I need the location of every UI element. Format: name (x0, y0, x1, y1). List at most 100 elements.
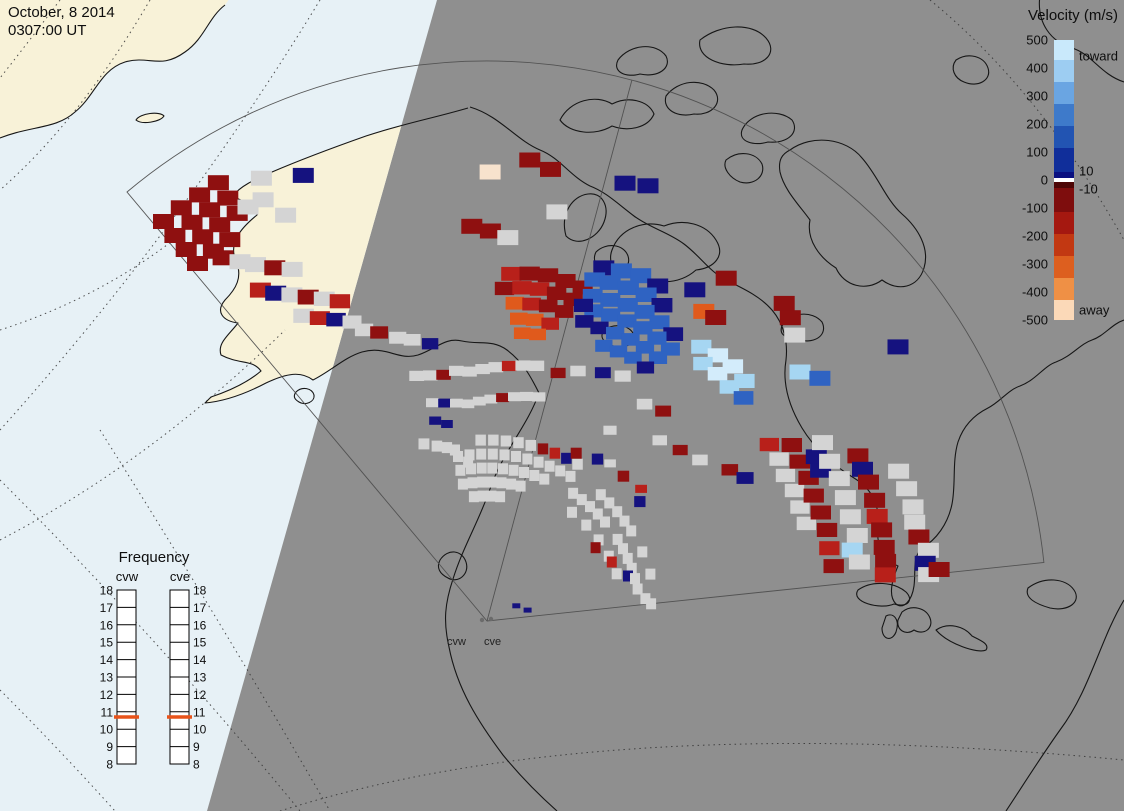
velocity-cell (541, 317, 559, 330)
velocity-cell (529, 282, 550, 296)
frequency-col-cvw: cvw (116, 569, 139, 584)
velocity-cell (438, 398, 452, 408)
velocity-cell (540, 161, 561, 177)
frequency-scale-right: 18 (193, 584, 207, 598)
velocity-cell (705, 310, 727, 325)
velocity-cell (496, 393, 510, 403)
velocity-cell (570, 365, 586, 377)
velocity-cell (595, 489, 606, 501)
velocity-cell (847, 448, 869, 464)
velocity-cell (928, 562, 950, 577)
velocity-tick-label: -500 (1021, 312, 1048, 328)
velocity-cell (164, 228, 186, 243)
velocity-cell (455, 464, 466, 476)
velocity-cell (515, 480, 526, 492)
velocity-cell (645, 568, 656, 580)
timestamp-time: 0307:00 UT (8, 21, 87, 39)
velocity-cell (546, 286, 567, 300)
velocity-cell (539, 473, 550, 485)
velocity-tick-label: -300 (1021, 256, 1048, 272)
newfoundland-coast (1026, 579, 1077, 610)
velocity-cell (790, 500, 810, 514)
velocity-cell (902, 499, 924, 515)
velocity-cell (781, 438, 802, 453)
velocity-cell (529, 328, 546, 341)
velocity-cell (297, 289, 319, 305)
timestamp: October, 8 2014 0307:00 UT (8, 4, 115, 39)
velocity-cell (511, 451, 521, 462)
velocity-cell (874, 567, 896, 583)
velocity-cell (510, 312, 528, 325)
velocity-cell (479, 223, 501, 239)
velocity-cell (501, 266, 522, 281)
velocity-cell (513, 327, 531, 339)
frequency-scale-left: 13 (100, 671, 114, 685)
velocity-cell (561, 452, 572, 464)
velocity-cell (192, 229, 214, 245)
frequency-scale-left: 9 (106, 740, 113, 754)
velocity-cell (823, 559, 844, 574)
velocity-cell (617, 298, 638, 312)
velocity-cell (603, 550, 614, 562)
velocity-cell (449, 365, 464, 376)
velocity-cell (866, 508, 888, 524)
velocity-tick-label: 400 (1026, 60, 1048, 76)
velocity-cell (626, 525, 637, 537)
velocity-plus10-label: 10 (1079, 163, 1094, 179)
velocity-cell (848, 554, 870, 570)
velocity-cell (581, 519, 592, 531)
velocity-cell (313, 291, 335, 306)
velocity-cell (519, 266, 540, 281)
velocity-cell (212, 250, 234, 266)
frequency-scale-right: 10 (193, 723, 207, 737)
velocity-cell (606, 556, 617, 568)
velocity-cell (887, 339, 909, 355)
velocity-cell (217, 190, 239, 206)
velocity-cell (624, 351, 642, 364)
velocity-cell (292, 167, 314, 183)
velocity-cell (635, 484, 647, 493)
velocity-cell (281, 261, 303, 277)
velocity-cell (245, 257, 266, 273)
velocity-cell (486, 490, 497, 502)
frequency-scale-right: 8 (193, 758, 200, 772)
colorbar-segment (1054, 126, 1074, 148)
colorbar-segment (1054, 104, 1074, 126)
velocity-cell (464, 449, 475, 461)
velocity-cell (537, 268, 559, 283)
velocity-cell (555, 274, 576, 288)
velocity-cell (809, 370, 831, 386)
velocity-cell (450, 398, 463, 408)
somerset-island-coast (724, 153, 764, 184)
velocity-cell (834, 490, 856, 506)
velocity-cell (529, 360, 545, 371)
velocity-toward-label: toward (1079, 48, 1119, 64)
velocity-cell (722, 359, 744, 374)
velocity-cell (497, 230, 519, 246)
velocity-cell (479, 164, 501, 180)
velocity-cell (293, 308, 314, 323)
velocity-cell (495, 491, 506, 503)
prince-patrick-coast (616, 46, 668, 76)
velocity-cell (426, 398, 440, 408)
velocity-cell (789, 364, 811, 380)
velocity-cell (475, 434, 486, 446)
velocity-cell (618, 543, 628, 555)
velocity-cell (575, 315, 594, 328)
velocity-cell (779, 310, 801, 326)
fan-boundary (126, 60, 1045, 622)
velocity-cell (619, 515, 630, 527)
velocity-cell (523, 607, 532, 613)
frequency-col-cve: cve (170, 569, 190, 584)
velocity-cell (488, 434, 499, 446)
frequency-scale-left: 8 (106, 758, 113, 772)
velocity-cell (864, 492, 886, 508)
velocity-cells-layer (153, 152, 950, 613)
velocity-cell (917, 542, 939, 558)
baffin-island-coast (778, 139, 927, 288)
velocity-cell (789, 454, 810, 469)
vancouver-island-coast (437, 551, 468, 581)
colorbar-segment (1054, 256, 1074, 278)
velocity-cell (630, 268, 652, 284)
frequency-scale-left: 11 (101, 705, 114, 719)
